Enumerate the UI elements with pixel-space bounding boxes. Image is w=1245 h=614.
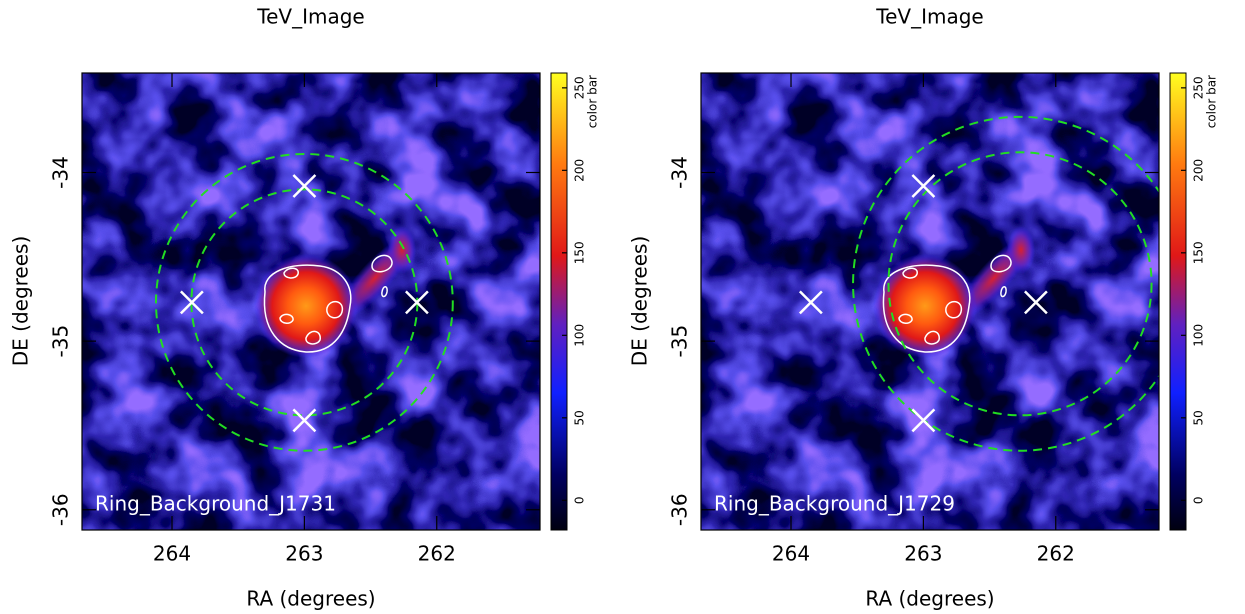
- contour: [1000, 286, 1007, 298]
- chart-title: TeV_Image: [875, 5, 983, 29]
- contour: [898, 313, 913, 324]
- sky-image: [82, 73, 540, 530]
- marker-x: [1024, 290, 1048, 315]
- colorbar-tick-label: 100: [573, 324, 587, 347]
- colorbar-tick-label: 250: [1192, 76, 1206, 99]
- chart-title: TeV_Image: [256, 5, 364, 29]
- marker-x: [292, 408, 317, 433]
- x-tick-label: 264: [772, 542, 810, 566]
- colorbar-tick-label: 50: [1192, 410, 1206, 425]
- source-blob: [873, 254, 977, 358]
- x-tick-label: 262: [1037, 542, 1075, 566]
- y-tick-label: -35: [49, 325, 73, 358]
- marker-x: [292, 174, 317, 198]
- colorbar-tick-label: 100: [1192, 324, 1206, 347]
- marker-x: [911, 174, 936, 198]
- panel: TeV_Image Ring_Background_J1731 264 263 262 -…: [9, 5, 600, 611]
- y-axis-label: DE (degrees): [9, 236, 33, 367]
- contour: [924, 330, 940, 345]
- marker-x: [798, 290, 823, 315]
- background-ring: [852, 115, 1159, 452]
- x-tick-label: 263: [904, 542, 942, 566]
- colorbar-tick-label: 200: [1192, 159, 1206, 182]
- plot-frame: [700, 72, 1160, 531]
- y-tick-label: -35: [668, 325, 692, 358]
- y-axis-label: DE (degrees): [628, 236, 652, 367]
- contour: [263, 264, 352, 353]
- contour: [902, 267, 918, 279]
- y-tick-label: -36: [49, 493, 73, 526]
- marker-x: [911, 408, 936, 433]
- background-ring: [887, 151, 1153, 417]
- contour: [283, 267, 299, 279]
- y-tick-label: -36: [668, 493, 692, 526]
- colorbar: [1169, 72, 1187, 531]
- contour: [371, 254, 393, 273]
- colorbar-tick-label: 50: [573, 410, 587, 425]
- annotation: Ring_Background_J1731: [95, 492, 336, 516]
- x-axis-label: RA (degrees): [865, 587, 994, 611]
- contour: [882, 264, 971, 353]
- marker-x: [405, 290, 429, 315]
- contour: [381, 286, 388, 298]
- contour: [305, 330, 321, 345]
- marker-x: [179, 290, 204, 315]
- background-ring: [154, 152, 454, 452]
- sky-image: [701, 73, 1159, 530]
- panel: TeV_Image Ring_Background_J1729 264 263 262 -…: [628, 5, 1219, 611]
- contour: [990, 254, 1012, 273]
- colorbar-tick-label: 250: [573, 76, 587, 99]
- y-tick-label: -34: [49, 156, 73, 189]
- colorbar-tick-label: 0: [573, 496, 587, 504]
- plot-frame: [81, 72, 541, 531]
- contour: [326, 300, 344, 319]
- colorbar-tick-label: 150: [573, 241, 587, 264]
- source-hotspot: [388, 226, 416, 274]
- contour: [279, 313, 294, 324]
- colorbar-label: color bar: [586, 75, 600, 128]
- x-tick-label: 262: [418, 542, 456, 566]
- source-hotspot: [1007, 226, 1035, 274]
- source-blob: [254, 254, 358, 358]
- colorbar-tick-label: 200: [573, 159, 587, 182]
- y-tick-label: -34: [668, 156, 692, 189]
- x-tick-label: 263: [285, 542, 323, 566]
- contour: [945, 300, 963, 319]
- colorbar-tick-label: 150: [1192, 241, 1206, 264]
- annotation: Ring_Background_J1729: [714, 492, 955, 516]
- x-tick-label: 264: [153, 542, 191, 566]
- x-axis-label: RA (degrees): [246, 587, 375, 611]
- colorbar: [550, 72, 568, 531]
- colorbar-tick-label: 0: [1192, 496, 1206, 504]
- colorbar-label: color bar: [1205, 75, 1219, 128]
